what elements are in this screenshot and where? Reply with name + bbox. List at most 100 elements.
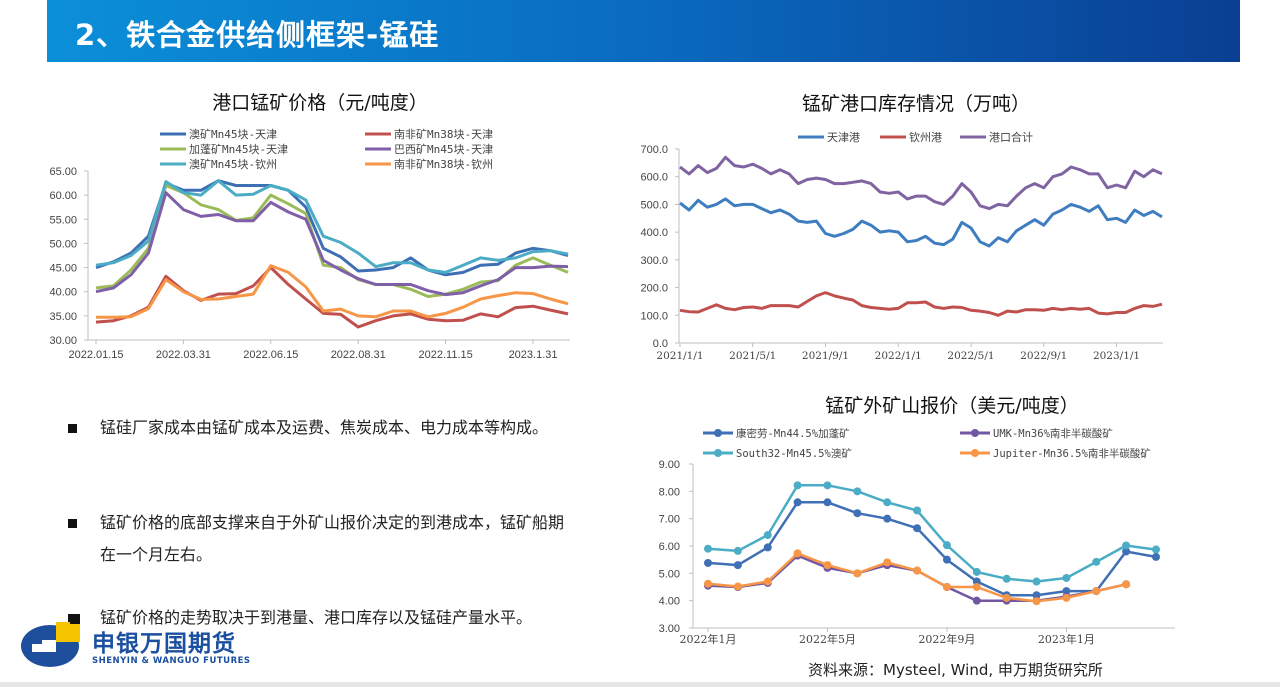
data-point bbox=[883, 514, 892, 523]
data-point bbox=[942, 541, 951, 550]
chart-1 bbox=[675, 135, 1163, 347]
data-point bbox=[1032, 577, 1041, 586]
data-point bbox=[942, 583, 951, 591]
x-tick-label: 2022/9/1 bbox=[1020, 350, 1067, 362]
series-line bbox=[95, 191, 569, 297]
x-tick-label: 2022.06.15 bbox=[243, 349, 298, 361]
y-tick-label: 35.00 bbox=[49, 311, 77, 323]
legend-label: UMK-Mn36%南非半碳酸矿 bbox=[993, 427, 1113, 440]
data-point bbox=[972, 583, 981, 591]
y-tick-label: 50.00 bbox=[49, 238, 77, 250]
y-tick-label: 8.00 bbox=[659, 486, 680, 498]
x-tick-label: 2022年5月 bbox=[799, 632, 856, 646]
x-tick-label: 2022.03.31 bbox=[156, 349, 211, 361]
legend-label: South32-Mn45.5%澳矿 bbox=[736, 447, 852, 460]
y-tick-label: 700.0 bbox=[640, 144, 668, 156]
logo-name-cn: 申银万国期货 bbox=[92, 631, 236, 657]
x-tick-label: 2022.01.15 bbox=[68, 349, 123, 361]
y-tick-label: 400.0 bbox=[640, 227, 668, 239]
series-line bbox=[707, 501, 1157, 597]
data-point bbox=[793, 498, 802, 507]
data-point bbox=[972, 567, 981, 576]
legend-label: 澳矿Mn45块-天津 bbox=[189, 128, 277, 141]
bullet-item: 锰硅厂家成本由锰矿成本及运费、焦炭成本、电力成本等构成。 bbox=[68, 412, 578, 444]
bullet-text: 锰矿价格的底部支撑来自于外矿山报价决定的到港成本，锰矿船期在一个月左右。 bbox=[100, 513, 565, 564]
legend-marker bbox=[714, 429, 722, 437]
data-point bbox=[1062, 573, 1071, 582]
y-tick-label: 40.00 bbox=[49, 287, 77, 299]
x-tick-label: 2023年1月 bbox=[1038, 632, 1095, 646]
y-tick-label: 3.00 bbox=[659, 623, 680, 635]
data-point bbox=[1002, 574, 1011, 583]
data-point bbox=[913, 566, 922, 575]
y-tick-label: 100.0 bbox=[640, 310, 668, 322]
data-point bbox=[823, 481, 832, 490]
legend-label: 澳矿Mn45块-钦州 bbox=[189, 158, 277, 171]
x-tick-label: 2022.08.31 bbox=[331, 349, 386, 361]
data-point bbox=[853, 509, 862, 518]
data-point bbox=[763, 577, 772, 586]
footer-bar bbox=[0, 682, 1280, 687]
y-tick-label: 30.00 bbox=[49, 335, 77, 347]
data-point bbox=[1122, 580, 1131, 589]
legend-label: 康密劳-Mn44.5%加蓬矿 bbox=[736, 427, 850, 440]
data-point bbox=[793, 549, 802, 558]
data-point bbox=[972, 596, 981, 605]
y-tick-label: 9.00 bbox=[659, 459, 680, 471]
data-point bbox=[793, 481, 802, 490]
data-point bbox=[1002, 593, 1011, 602]
bullet-text: 锰硅厂家成本由锰矿成本及运费、焦炭成本、电力成本等构成。 bbox=[100, 418, 549, 437]
series-line bbox=[707, 484, 1157, 583]
x-tick-label: 2022年9月 bbox=[918, 632, 975, 646]
data-point bbox=[1092, 587, 1101, 596]
y-tick-label: 55.00 bbox=[49, 214, 77, 226]
legend-label: 南非矿Mn38块-钦州 bbox=[394, 158, 493, 171]
chart-title-mine-quotes: 锰矿外矿山报价（美元/吨度） bbox=[825, 395, 1079, 417]
bullet-text: 锰矿价格的走势取决于到港量、港口库存以及锰硅产量水平。 bbox=[100, 608, 533, 627]
data-point bbox=[913, 524, 922, 533]
y-tick-label: 45.00 bbox=[49, 263, 77, 275]
x-tick-label: 2021/1/1 bbox=[656, 350, 703, 362]
data-point bbox=[972, 577, 981, 586]
data-point bbox=[823, 561, 832, 570]
legend-label: 加蓬矿Mn45块-天津 bbox=[189, 143, 288, 156]
slide-header: 2、铁合金供给侧框架-锰硅 bbox=[47, 0, 1240, 62]
y-tick-label: 300.0 bbox=[640, 255, 668, 267]
series-line bbox=[95, 179, 569, 274]
data-point bbox=[733, 546, 742, 555]
data-point bbox=[853, 487, 862, 496]
legend-label: 钦州港 bbox=[909, 131, 942, 144]
y-tick-label: 600.0 bbox=[640, 172, 668, 184]
data-point bbox=[704, 579, 712, 588]
chart-0 bbox=[84, 132, 570, 344]
data-point bbox=[704, 558, 712, 567]
y-tick-label: 200.0 bbox=[640, 283, 668, 295]
legend-label: 港口合计 bbox=[989, 130, 1033, 144]
source-note: 资料来源：Mysteel, Wind, 申万期货研究所 bbox=[808, 661, 1103, 679]
data-point bbox=[733, 561, 742, 570]
chart-2 bbox=[689, 429, 1175, 632]
x-tick-label: 2021/5/1 bbox=[729, 350, 776, 362]
y-tick-label: 60.00 bbox=[49, 190, 77, 202]
x-tick-label: 2023.1.31 bbox=[509, 349, 558, 361]
data-point bbox=[883, 558, 892, 567]
legend-label: 天津港 bbox=[827, 131, 860, 144]
logo-mark-icon bbox=[21, 614, 80, 667]
y-tick-label: 4.00 bbox=[659, 596, 680, 608]
chart-title-port-price: 港口锰矿价格（元/吨度） bbox=[212, 92, 428, 114]
data-point bbox=[1152, 552, 1160, 561]
data-point bbox=[763, 531, 772, 540]
bullet-square-icon bbox=[68, 519, 77, 528]
series-line bbox=[679, 155, 1163, 211]
chart-title-port-inventory: 锰矿港口库存情况（万吨） bbox=[801, 93, 1031, 115]
series-line bbox=[96, 264, 569, 319]
legend-label: Jupiter-Mn36.5%南非半碳酸矿 bbox=[993, 447, 1151, 460]
series-line bbox=[679, 291, 1163, 317]
x-tick-label: 2022/1/1 bbox=[875, 350, 922, 362]
bullet-square-icon bbox=[68, 424, 77, 433]
legend-label: 巴西矿Mn45块-天津 bbox=[394, 143, 493, 156]
data-point bbox=[913, 506, 922, 515]
x-tick-label: 2022年1月 bbox=[680, 632, 737, 646]
data-point bbox=[1032, 597, 1041, 606]
